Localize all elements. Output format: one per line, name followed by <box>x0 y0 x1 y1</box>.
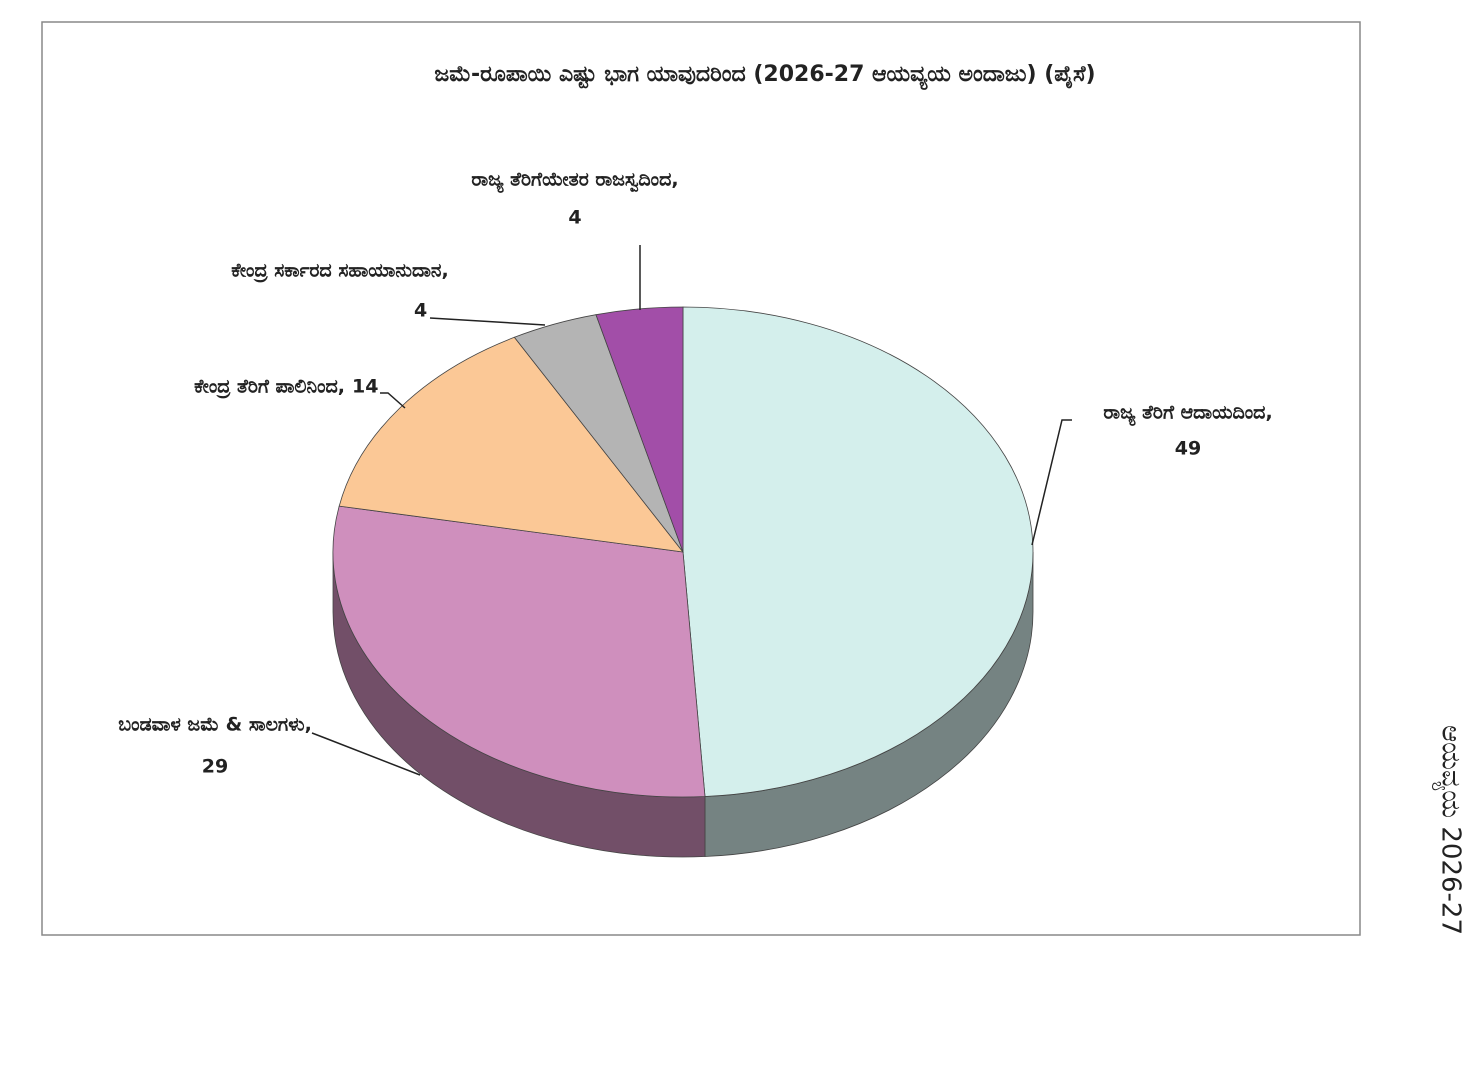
slice-label: ಕೇಂದ್ರ ತೆರಿಗೆ ಪಾಲಿನಿಂದ, <box>194 376 345 399</box>
leader-line <box>429 317 546 326</box>
slice-value: 4 <box>568 207 581 229</box>
slice <box>595 306 684 553</box>
slice-value: 29 <box>202 756 228 778</box>
slice-label: ರಾಜ್ಯ ತೆರಿಗೆಯೇತರ ರಾಜಸ್ವದಿಂದ, <box>471 169 678 195</box>
slice-label: ಬಂಡವಾಳ ಜಮೆ & ಸಾಲಗಳು, <box>118 714 312 736</box>
slice-value: 4 <box>414 300 427 322</box>
leader-line <box>380 392 406 409</box>
side-text: ಆಯವ್ಯಯ 2026-27 <box>1432 725 1465 935</box>
pie-labels: ರಾಜ್ಯ ತೆರಿಗೆ ಆದಾಯದಿಂದ, 49 ಬಂಡವಾಳ ಜಮೆ & ಸಾಲ… <box>118 169 1272 778</box>
pie-tops <box>332 306 1034 798</box>
slice <box>332 505 706 798</box>
slice-label: ರಾಜ್ಯ ತೆರಿಗೆ ಆದಾಯದಿಂದ, <box>1103 402 1272 428</box>
chart-title: ಜಮೆ-ರೂಪಾಯಿ ಎಷ್ಟು ಭಾಗ ಯಾವುದರಿಂದ (2026-27 … <box>434 62 1095 91</box>
slice <box>338 336 684 553</box>
slice-value: 14 <box>352 376 378 398</box>
slice-label: ಕೇಂದ್ರ ಸರ್ಕಾರದ ಸಹಾಯಾನುದಾನ, <box>231 260 448 283</box>
leader-line <box>1031 419 1072 546</box>
slice-value: 49 <box>1175 438 1201 460</box>
leader-line <box>311 732 421 776</box>
